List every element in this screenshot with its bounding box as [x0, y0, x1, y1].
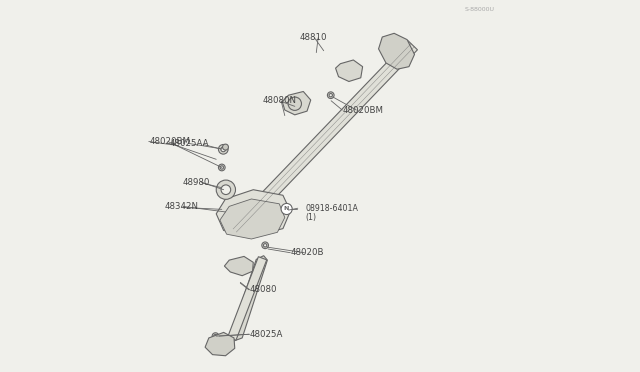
Polygon shape [228, 257, 267, 340]
Circle shape [220, 166, 223, 169]
Text: S-88000U: S-88000U [464, 7, 494, 12]
Text: 48080: 48080 [250, 285, 277, 294]
Polygon shape [378, 33, 415, 69]
Polygon shape [335, 60, 363, 81]
Circle shape [264, 244, 267, 247]
Circle shape [221, 147, 226, 152]
Polygon shape [230, 256, 268, 341]
Circle shape [214, 334, 217, 338]
Text: 08918-6401A: 08918-6401A [305, 204, 358, 213]
Polygon shape [230, 41, 417, 235]
Text: 48810: 48810 [300, 33, 327, 42]
Circle shape [218, 164, 225, 171]
Text: 48025AA: 48025AA [170, 139, 209, 148]
Circle shape [281, 203, 292, 215]
Circle shape [221, 185, 230, 195]
Circle shape [329, 93, 332, 97]
Circle shape [262, 242, 269, 248]
Text: 48020BM: 48020BM [150, 137, 191, 146]
Circle shape [223, 144, 228, 150]
Polygon shape [216, 190, 291, 236]
Text: 48020B: 48020B [291, 248, 324, 257]
Polygon shape [225, 256, 253, 276]
Circle shape [212, 333, 219, 339]
Text: 48020BM: 48020BM [342, 106, 383, 115]
Text: (1): (1) [305, 213, 316, 222]
Text: N: N [284, 206, 289, 211]
Text: 48342N: 48342N [164, 202, 198, 211]
Polygon shape [220, 199, 285, 239]
Polygon shape [282, 92, 311, 115]
Text: 48025A: 48025A [250, 330, 283, 339]
Circle shape [288, 97, 301, 110]
Text: 48080N: 48080N [262, 96, 296, 105]
Polygon shape [205, 333, 235, 356]
Circle shape [328, 92, 334, 99]
Circle shape [216, 180, 236, 199]
Text: 48980: 48980 [183, 178, 211, 187]
Circle shape [218, 144, 228, 154]
